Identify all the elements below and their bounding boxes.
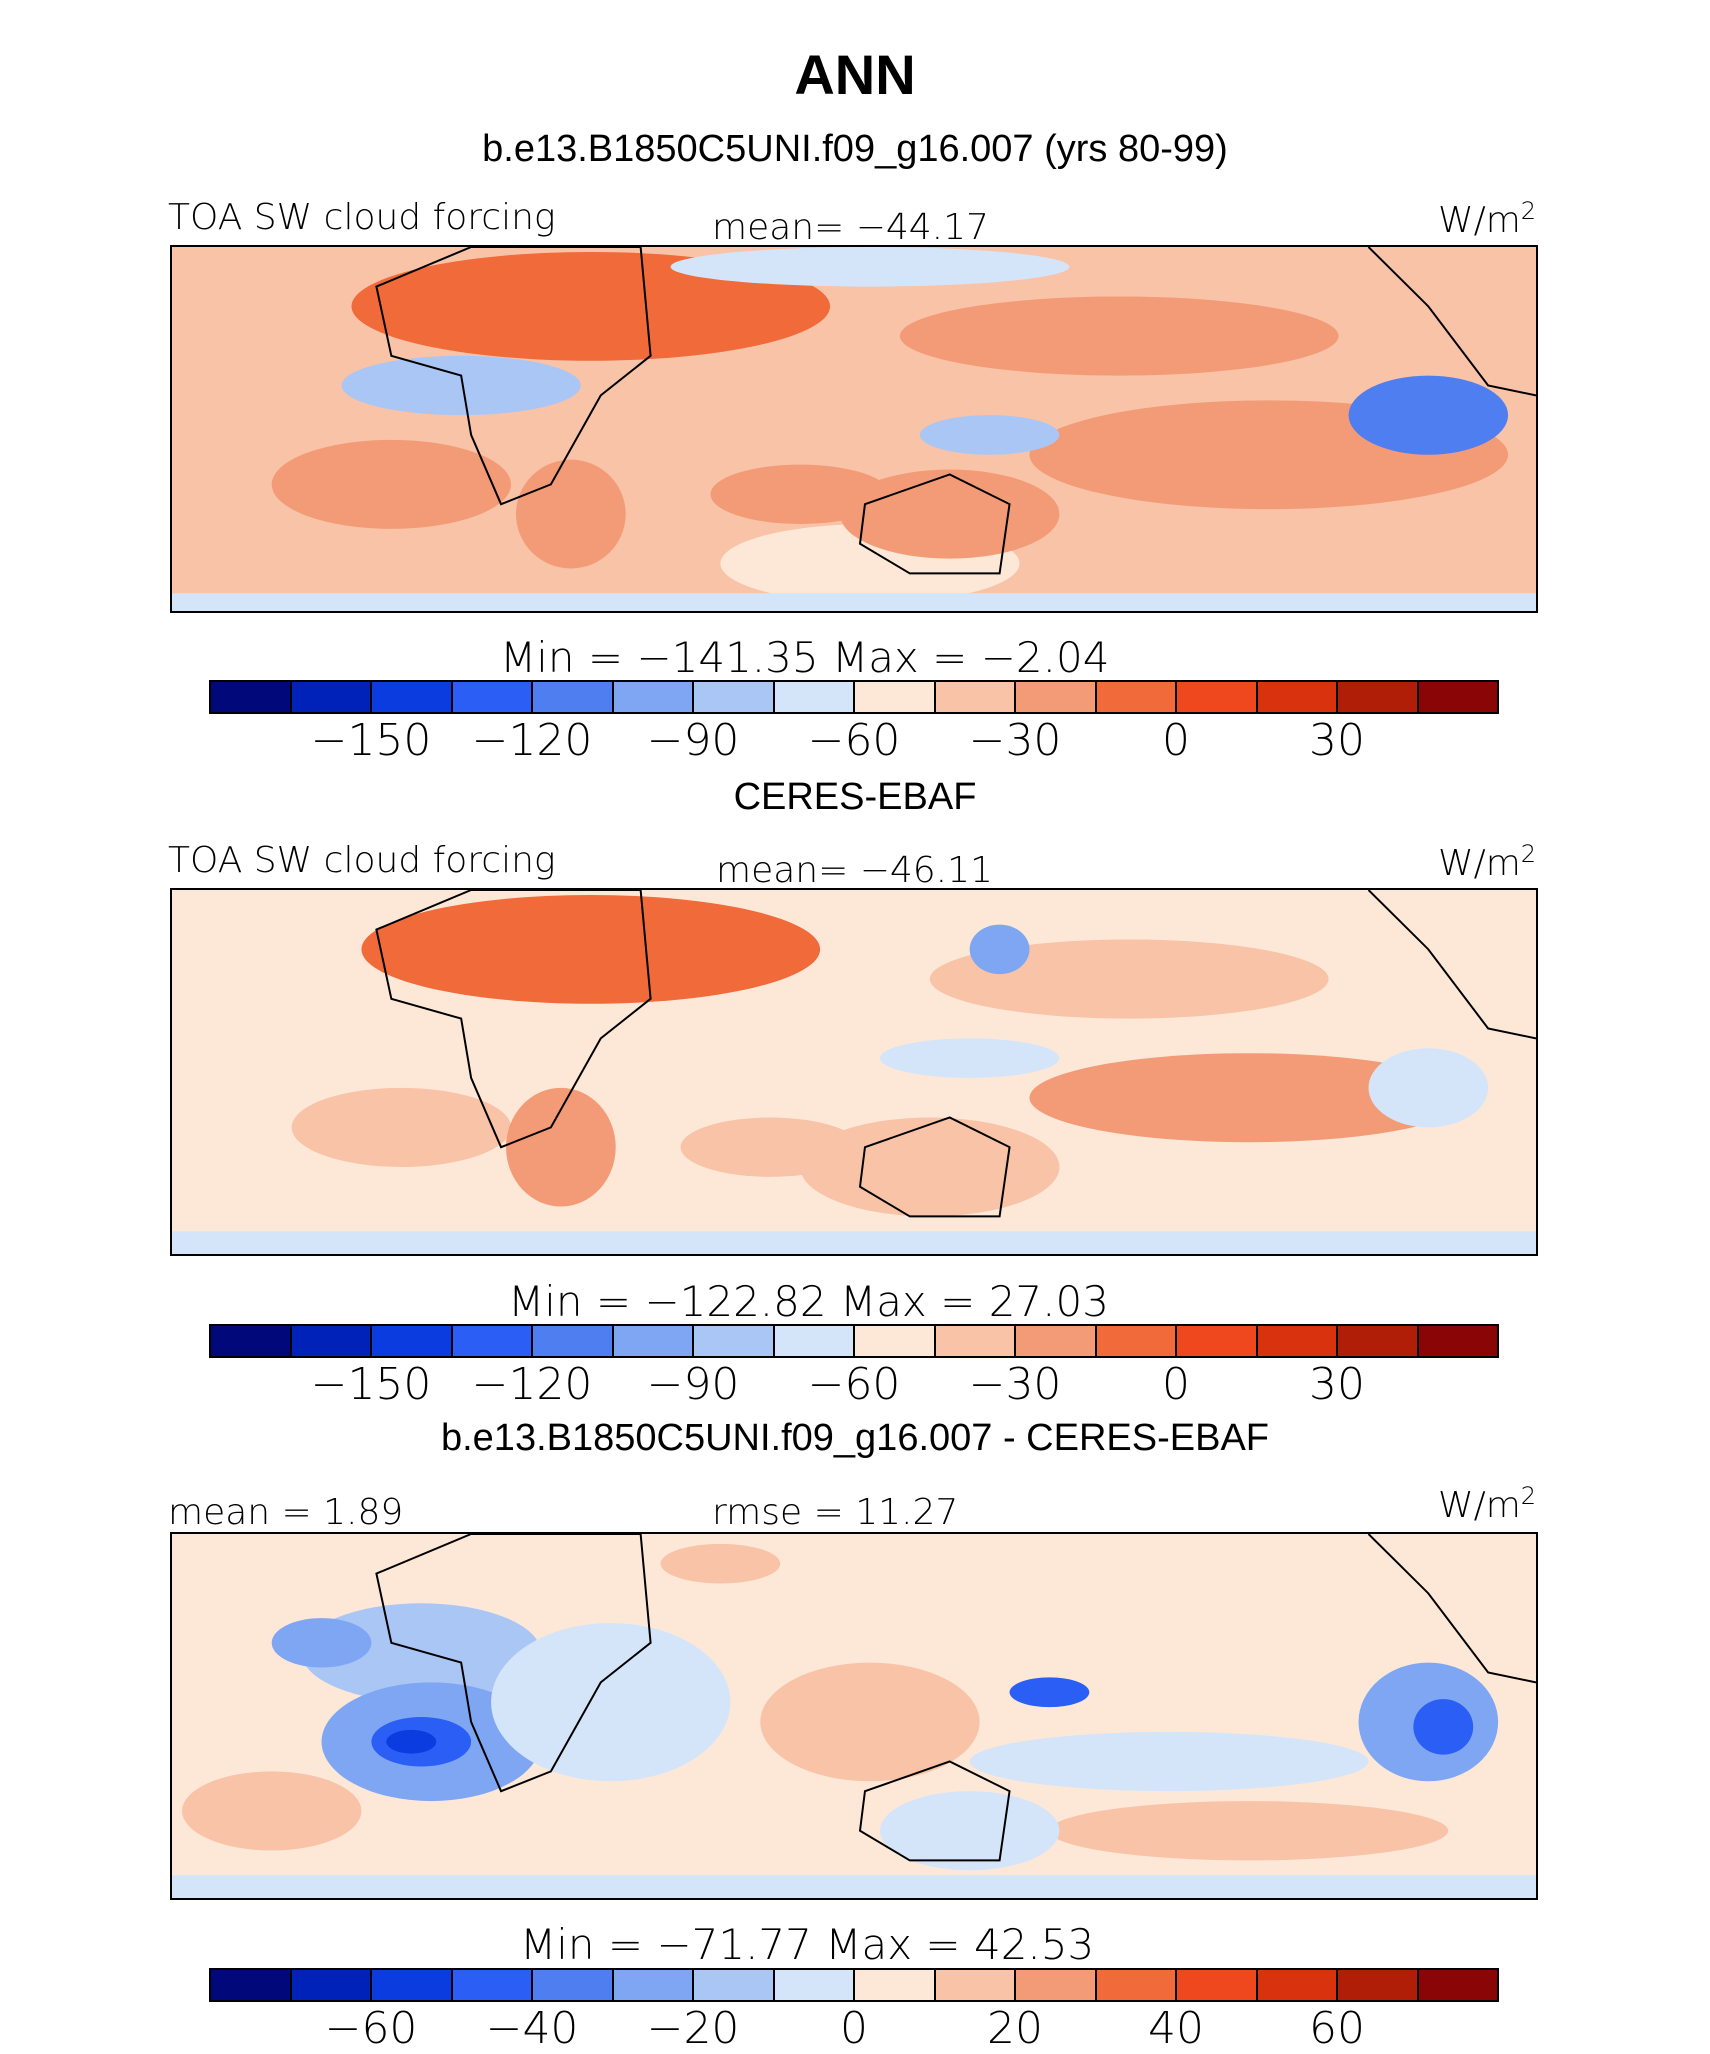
panel-1-tick: −60 (807, 715, 901, 766)
panel-2-mean-label: mean= −46.11 (716, 850, 993, 891)
panel-2-colorbar (209, 1324, 1499, 1358)
panel-2-variable-label: TOA SW cloud forcing (168, 840, 556, 881)
colorbar-swatch (935, 1326, 1016, 1356)
panel-3-tick: 60 (1309, 2003, 1365, 2054)
colorbar-swatch (694, 682, 775, 712)
panel-1-tick: 30 (1309, 715, 1365, 766)
panel-1-tick: −120 (471, 715, 593, 766)
colorbar-swatch (533, 1326, 614, 1356)
panel-2-tick: −90 (646, 1359, 740, 1410)
panel-1-variable-label: TOA SW cloud forcing (168, 197, 556, 238)
colorbar-swatch (452, 1970, 533, 2000)
colorbar-swatch (1418, 1326, 1497, 1356)
colorbar-swatch (291, 1970, 372, 2000)
panel-3-map (170, 1532, 1538, 1900)
colorbar-swatch (774, 1970, 855, 2000)
panel-2-tick: −30 (968, 1359, 1062, 1410)
panel-1-tick: −30 (968, 715, 1062, 766)
colorbar-swatch (774, 682, 855, 712)
colorbar-swatch (452, 682, 533, 712)
panel-3-header: b.e13.B1850C5UNI.f09_g16.007 - CERES-EBA… (440, 1417, 1270, 1459)
colorbar-swatch (1096, 682, 1177, 712)
panel-1-unit-label: W/m2 (1438, 197, 1537, 241)
panel-3-tick: −20 (646, 2003, 740, 2054)
colorbar-swatch (1338, 1970, 1419, 2000)
colorbar-swatch (855, 1970, 936, 2000)
colorbar-swatch (613, 1326, 694, 1356)
colorbar-swatch (1338, 1326, 1419, 1356)
colorbar-swatch (1016, 1326, 1097, 1356)
panel-3-contour-map (172, 1534, 1536, 1898)
colorbar-swatch (1338, 682, 1419, 712)
colorbar-swatch (935, 682, 1016, 712)
colorbar-swatch (1177, 1970, 1258, 2000)
colorbar-swatch (1016, 682, 1097, 712)
colorbar-swatch (1257, 682, 1338, 712)
panel-1-tick: 0 (1162, 715, 1190, 766)
colorbar-swatch (694, 1326, 775, 1356)
colorbar-swatch (533, 1970, 614, 2000)
panel-3-tick: −60 (324, 2003, 418, 2054)
panel-2-min-max: Min = −122.82 Max = 27.03 (508, 1277, 1109, 1326)
panel-1-header: b.e13.B1850C5UNI.f09_g16.007 (yrs 80-99) (482, 128, 1228, 170)
panel-1-tick: −150 (310, 715, 432, 766)
colorbar-swatch (533, 682, 614, 712)
panel-3-min-max: Min = −71.77 Max = 42.53 (520, 1920, 1095, 1969)
panel-2-map (170, 888, 1538, 1256)
panel-3-tick: −40 (485, 2003, 579, 2054)
panel-3-unit-label: W/m2 (1438, 1482, 1537, 1526)
panel-2-contour-map (172, 890, 1536, 1254)
panel-3-colorbar (209, 1968, 1499, 2002)
panel-2-tick: 30 (1309, 1359, 1365, 1410)
panel-3-tick: 20 (987, 2003, 1043, 2054)
panel-3-mean-label: mean = 1.89 (168, 1492, 404, 1533)
colorbar-swatch (855, 682, 936, 712)
panel-1-colorbar (209, 680, 1499, 714)
panel-2-tick: −150 (310, 1359, 432, 1410)
panel-2-tick: −60 (807, 1359, 901, 1410)
panel-2-tick: 0 (1162, 1359, 1190, 1410)
panel-3-tick: 0 (840, 2003, 868, 2054)
colorbar-swatch (694, 1970, 775, 2000)
colorbar-swatch (211, 1326, 292, 1356)
colorbar-swatch (935, 1970, 1016, 2000)
colorbar-swatch (372, 1326, 453, 1356)
colorbar-swatch (1418, 1970, 1497, 2000)
panel-1-contour-map (172, 247, 1536, 611)
panel-2-tick: −120 (471, 1359, 593, 1410)
colorbar-swatch (1096, 1970, 1177, 2000)
colorbar-swatch (1177, 1326, 1258, 1356)
panel-1-tick: −90 (646, 715, 740, 766)
panel-1-map (170, 245, 1538, 613)
colorbar-swatch (372, 682, 453, 712)
figure-title: ANN (794, 43, 916, 106)
colorbar-swatch (372, 1970, 453, 2000)
colorbar-swatch (613, 1970, 694, 2000)
colorbar-swatch (613, 682, 694, 712)
colorbar-swatch (211, 1970, 292, 2000)
colorbar-swatch (1418, 682, 1497, 712)
colorbar-swatch (855, 1326, 936, 1356)
colorbar-swatch (291, 1326, 372, 1356)
colorbar-swatch (774, 1326, 855, 1356)
colorbar-swatch (291, 682, 372, 712)
colorbar-swatch (1257, 1970, 1338, 2000)
panel-2-header: CERES-EBAF (733, 776, 977, 818)
colorbar-swatch (452, 1326, 533, 1356)
colorbar-swatch (1177, 682, 1258, 712)
panel-3-rmse-label: rmse = 11.27 (712, 1492, 959, 1533)
colorbar-swatch (1016, 1970, 1097, 2000)
panel-1-mean-label: mean= −44.17 (712, 207, 989, 248)
panel-1-min-max: Min = −141.35 Max = −2.04 (500, 633, 1110, 682)
panel-2-unit-label: W/m2 (1438, 840, 1537, 884)
colorbar-swatch (1096, 1326, 1177, 1356)
panel-3-tick: 40 (1148, 2003, 1204, 2054)
colorbar-swatch (1257, 1326, 1338, 1356)
colorbar-swatch (211, 682, 292, 712)
